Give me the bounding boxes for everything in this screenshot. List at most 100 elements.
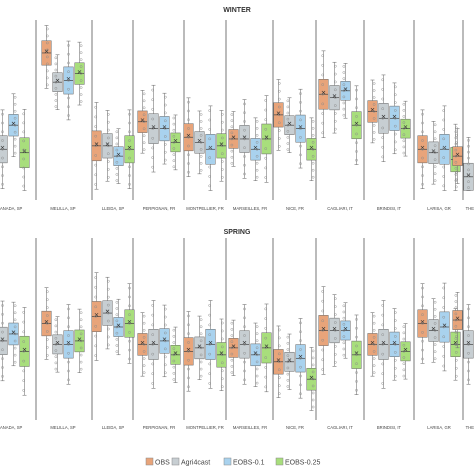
data-point — [243, 316, 246, 320]
data-point — [13, 102, 17, 106]
data-point — [106, 319, 110, 323]
data-point — [199, 318, 203, 321]
mean-marker — [264, 344, 269, 348]
data-point — [151, 88, 155, 92]
data-point — [342, 329, 346, 332]
box-eobs-0-25-lleida-sp — [124, 109, 135, 189]
data-point — [333, 321, 337, 324]
data-point — [79, 346, 83, 350]
panel-title-winter: WINTER — [223, 7, 251, 14]
data-point — [220, 369, 224, 373]
data-point — [45, 290, 49, 293]
data-point — [467, 168, 470, 172]
box-agri4cast-montpellier-fr — [194, 110, 205, 175]
data-point — [255, 332, 259, 335]
data-point — [106, 327, 110, 331]
box-eobs-0-25-nice-fr — [306, 347, 317, 411]
box-obs-nice-fr — [273, 79, 284, 151]
data-point — [402, 115, 406, 118]
data-point — [172, 353, 176, 357]
data-point — [128, 322, 131, 325]
data-point — [333, 361, 337, 364]
data-point — [421, 112, 424, 116]
station-label-granada-sp: GRANADA, SP — [0, 206, 23, 211]
data-point — [151, 127, 155, 130]
box-agri4cast-larisa-gr — [428, 298, 439, 363]
data-point — [106, 303, 110, 307]
data-point — [433, 329, 437, 332]
data-point — [163, 347, 167, 351]
data-point — [277, 97, 281, 101]
box-eobs-0-25-cagliari-it — [351, 85, 362, 165]
data-point — [299, 330, 302, 334]
data-point — [286, 341, 290, 345]
data-point — [163, 315, 167, 319]
data-point — [142, 92, 146, 96]
box-obs-thessa — [452, 128, 463, 184]
data-point — [54, 99, 58, 102]
data-point — [393, 358, 397, 362]
data-point — [106, 144, 110, 148]
mean-marker — [276, 358, 281, 362]
data-point — [106, 168, 110, 171]
box-agri4cast-melilla-sp — [52, 54, 63, 110]
box-eobs-0-1-melilla-sp — [63, 40, 74, 121]
data-point — [128, 130, 131, 134]
data-point — [172, 341, 176, 344]
data-point — [128, 182, 131, 186]
data-point — [321, 112, 325, 115]
data-point — [433, 137, 437, 141]
data-point — [355, 362, 358, 366]
data-point — [22, 175, 26, 179]
data-point — [393, 343, 397, 346]
data-point — [243, 155, 246, 158]
data-point — [355, 318, 358, 321]
data-point — [342, 89, 346, 93]
data-point — [163, 355, 167, 359]
data-point — [421, 304, 424, 308]
data-point — [1, 366, 4, 369]
data-point — [208, 333, 212, 336]
data-point — [402, 362, 406, 366]
data-point — [94, 144, 98, 148]
mean-marker — [55, 78, 60, 83]
data-point — [393, 124, 397, 128]
data-point — [94, 105, 98, 109]
data-point — [277, 137, 281, 140]
data-point — [187, 332, 190, 335]
box-obs-larisa-gr — [417, 109, 428, 189]
legend-swatch — [145, 457, 154, 466]
data-point — [220, 144, 224, 148]
data-point — [442, 146, 446, 150]
data-point — [45, 298, 49, 301]
data-point — [172, 347, 176, 350]
data-point — [421, 331, 424, 334]
data-point — [13, 332, 17, 336]
box-agri4cast-brindisi-it — [378, 300, 389, 389]
data-point — [467, 174, 470, 178]
data-point — [277, 105, 281, 109]
data-point — [45, 69, 49, 73]
box-agri4cast-thessa — [463, 304, 474, 385]
data-point — [1, 330, 4, 334]
data-point — [467, 139, 470, 142]
data-point — [220, 345, 224, 349]
legend-item-obs: OBS — [145, 457, 170, 467]
data-point — [454, 306, 458, 310]
data-point — [321, 358, 325, 362]
data-point — [230, 155, 234, 159]
data-point — [433, 179, 437, 182]
data-point — [372, 321, 376, 325]
data-point — [321, 329, 325, 332]
data-point — [286, 123, 290, 127]
mean-marker — [162, 125, 167, 129]
data-point — [433, 322, 437, 325]
data-point — [208, 382, 212, 385]
box-eobs-0-25-brindisi-it — [400, 323, 411, 380]
data-point — [372, 124, 376, 127]
box-agri4cast-brindisi-it — [378, 74, 389, 163]
data-point — [342, 341, 346, 345]
data-point — [220, 175, 224, 179]
data-point — [467, 150, 470, 154]
data-point — [355, 115, 358, 118]
